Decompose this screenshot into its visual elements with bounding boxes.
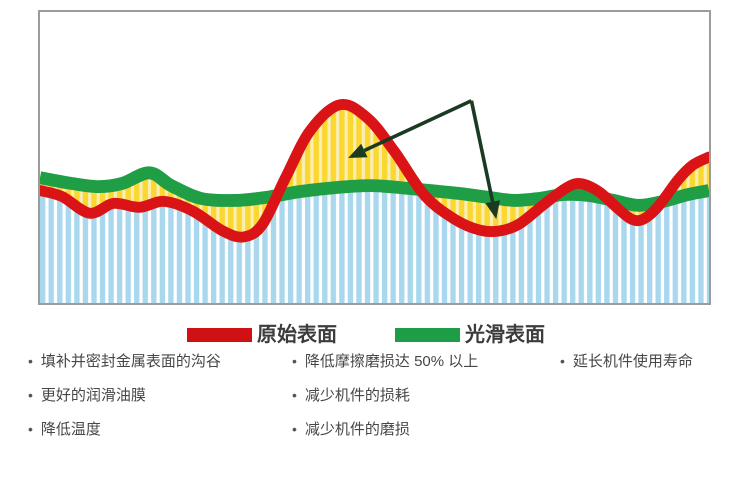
annotation-arrow-line xyxy=(363,99,473,153)
annotation-arrowhead-icon xyxy=(348,143,368,158)
legend-swatch-smooth xyxy=(395,328,460,342)
benefit-column-3: • 延长机件使用寿命 xyxy=(560,353,693,387)
bullet-icon: • xyxy=(292,353,297,369)
benefit-column-1: • 填补并密封金属表面的沟谷 • 更好的润滑油膜 • 降低温度 xyxy=(28,353,221,455)
legend-item-original-surface: 原始表面 xyxy=(187,324,337,346)
annotation-arrowhead-icon xyxy=(485,200,500,220)
list-item: • 减少机件的损耗 xyxy=(292,387,478,404)
benefit-text: 延长机件使用寿命 xyxy=(572,353,693,370)
benefit-column-2: • 降低摩擦磨损达 50% 以上 • 减少机件的损耗 • 减少机件的磨损 xyxy=(292,353,478,455)
list-item: • 填补并密封金属表面的沟谷 xyxy=(28,353,221,370)
legend-label-original: 原始表面 xyxy=(257,324,337,346)
benefit-text: 降低温度 xyxy=(40,421,101,438)
legend-label-smooth: 光滑表面 xyxy=(465,324,545,346)
benefit-text: 减少机件的损耗 xyxy=(304,387,410,404)
benefit-text: 减少机件的磨损 xyxy=(304,421,410,438)
bullet-icon: • xyxy=(560,353,565,369)
legend-item-smooth-surface: 光滑表面 xyxy=(395,324,545,346)
benefit-text: 降低摩擦磨损达 50% 以上 xyxy=(304,353,479,370)
list-item: • 更好的润滑油膜 xyxy=(28,387,221,404)
surface-roughness-illustration xyxy=(40,99,709,303)
list-item: • 减少机件的磨损 xyxy=(292,421,478,438)
legend-swatch-original xyxy=(187,328,252,342)
benefit-text: 填补并密封金属表面的沟谷 xyxy=(40,353,221,370)
bullet-icon: • xyxy=(28,353,33,369)
benefit-text: 更好的润滑油膜 xyxy=(40,387,146,404)
bullet-icon: • xyxy=(28,421,33,437)
list-item: • 降低摩擦磨损达 50% 以上 xyxy=(292,353,478,370)
bullet-icon: • xyxy=(28,387,33,403)
list-item: • 降低温度 xyxy=(28,421,221,438)
surface-diagram-frame xyxy=(38,10,711,305)
bullet-icon: • xyxy=(292,387,297,403)
bullet-icon: • xyxy=(292,421,297,437)
annotation-arrow-line xyxy=(469,100,495,203)
original-surface-line xyxy=(40,99,709,243)
list-item: • 延长机件使用寿命 xyxy=(560,353,693,370)
